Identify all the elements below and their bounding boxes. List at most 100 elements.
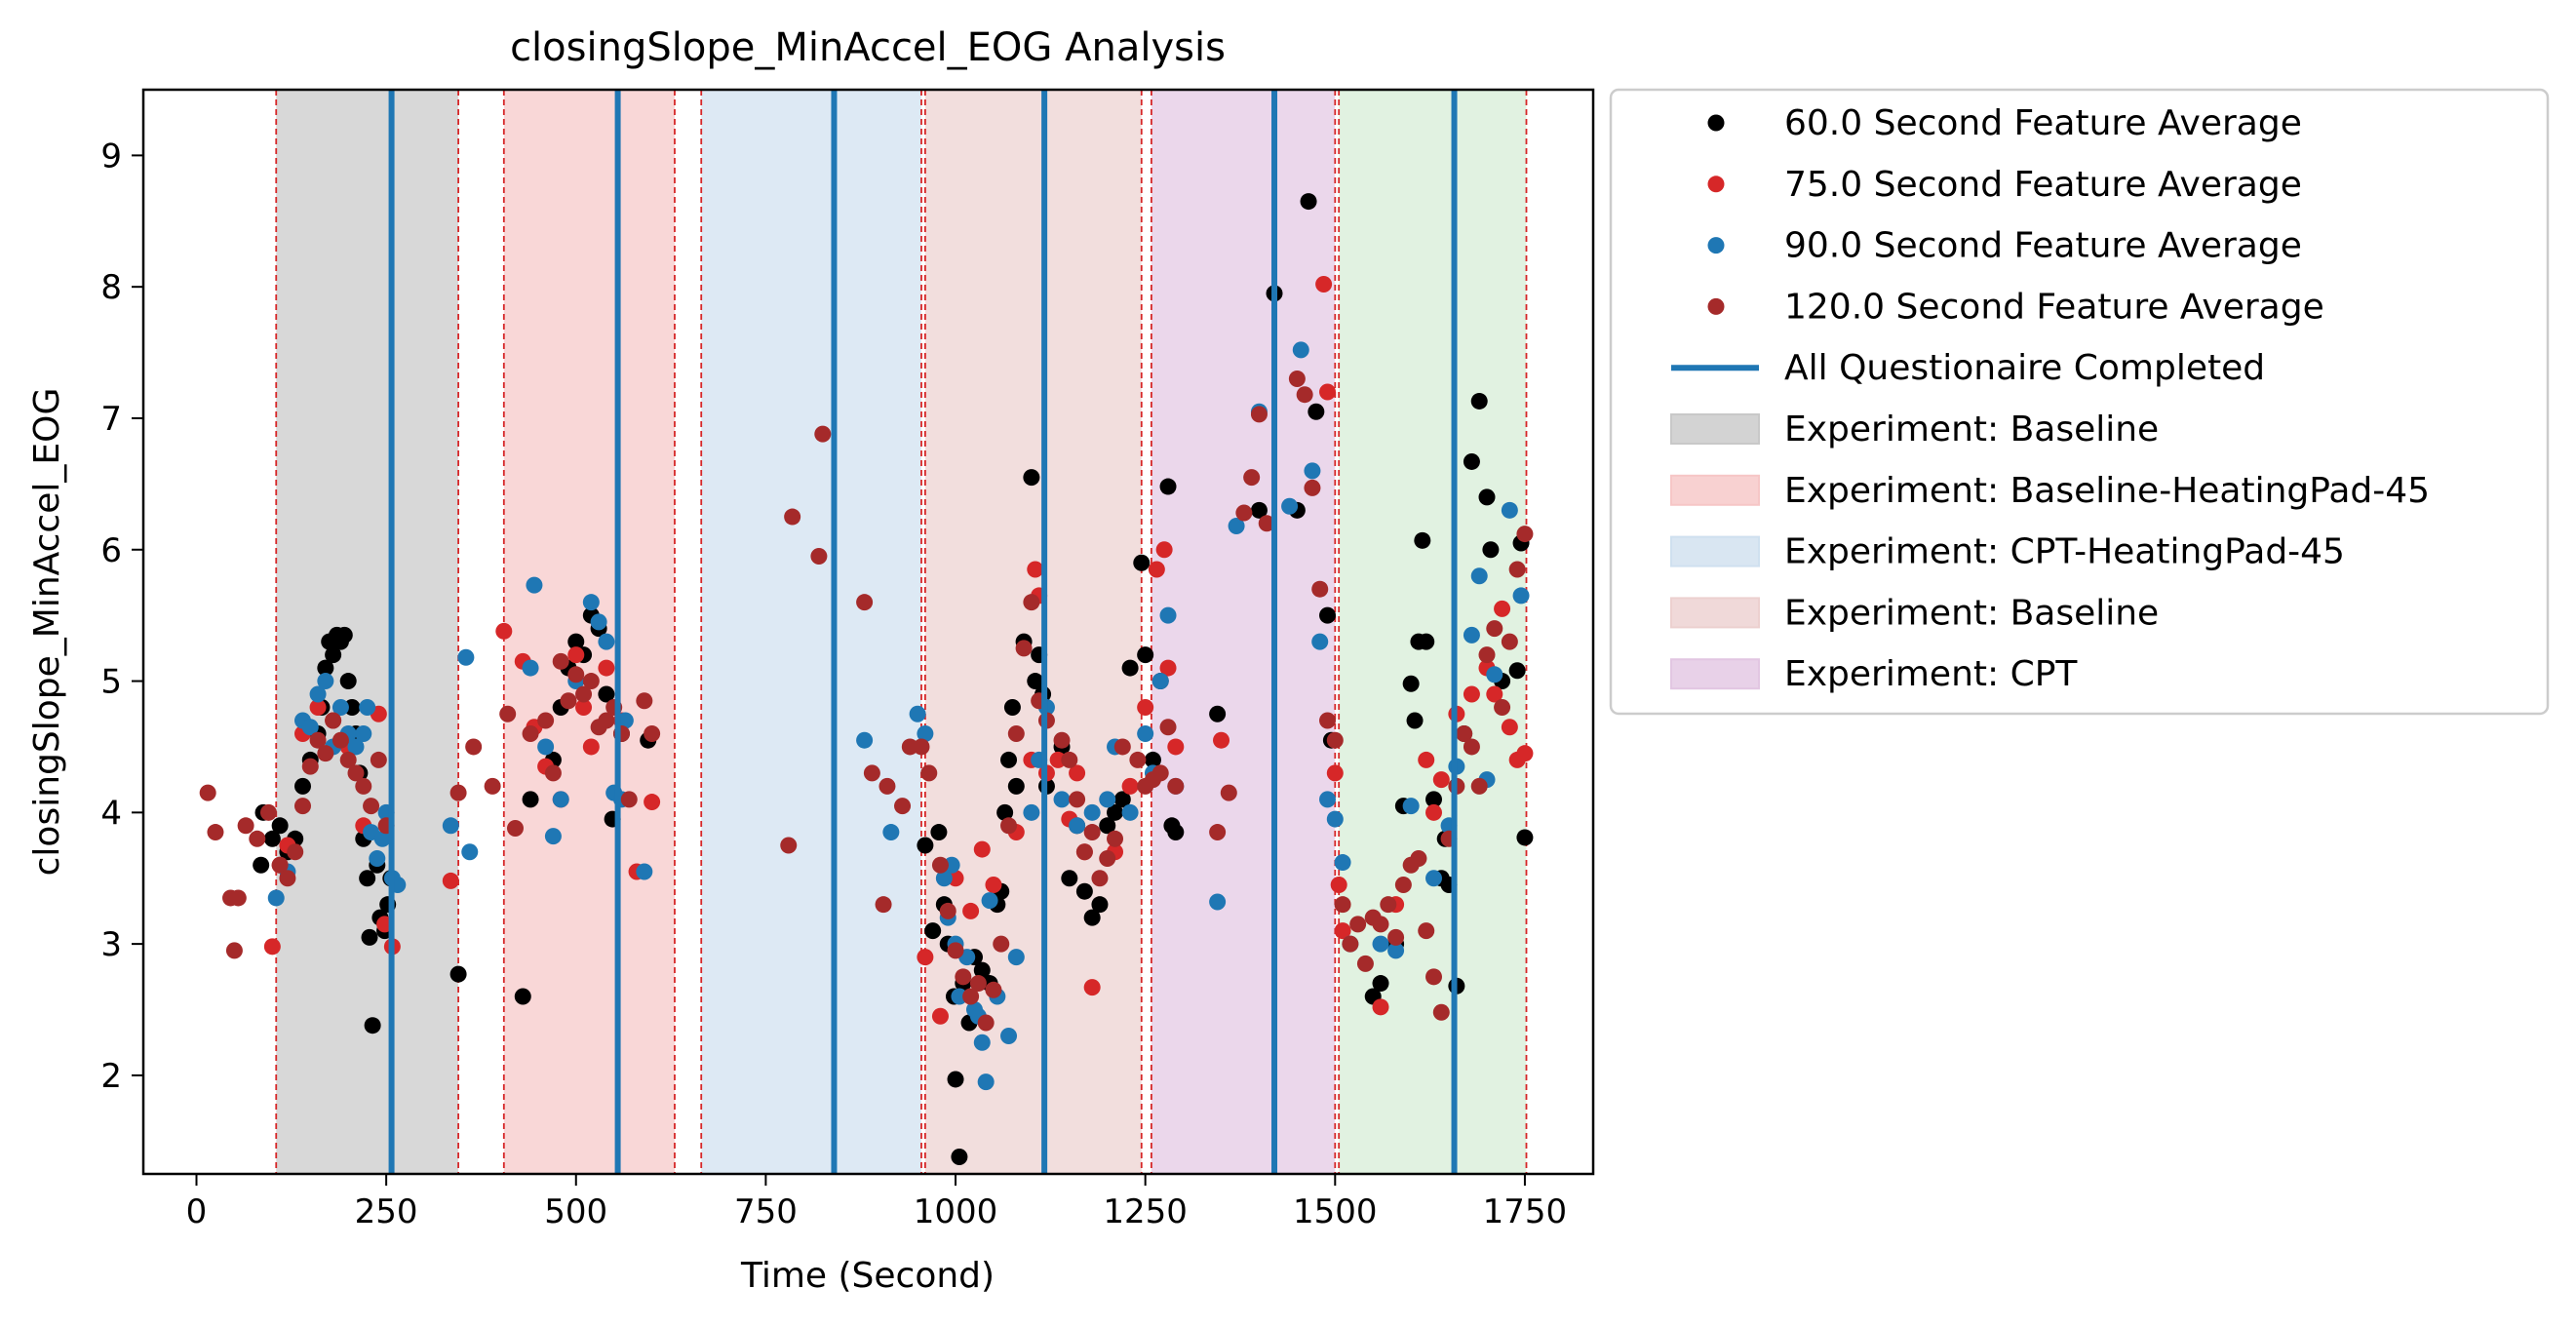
point-s0-69 [1061, 870, 1078, 887]
point-s2-5 [317, 673, 334, 690]
point-s0-12 [325, 646, 342, 664]
point-s0-94 [1372, 975, 1389, 993]
point-s0-39 [598, 685, 615, 703]
point-s3-73 [1075, 843, 1093, 861]
point-s3-95 [1319, 712, 1337, 729]
point-s2-77 [1372, 935, 1389, 953]
point-s3-14 [317, 745, 334, 762]
point-s2-40 [943, 856, 960, 874]
point-s0-85 [1209, 705, 1227, 722]
x-tick-label-4: 1000 [914, 1192, 998, 1231]
point-s3-118 [1494, 699, 1511, 717]
legend-marker-0 [1707, 114, 1725, 132]
point-s3-114 [1463, 738, 1480, 756]
point-s2-32 [616, 712, 634, 729]
point-s1-23 [644, 794, 661, 811]
point-s3-79 [1129, 751, 1147, 768]
point-s3-57 [947, 942, 964, 959]
point-s3-107 [1410, 850, 1427, 868]
experiment-boundary-lines [275, 90, 1528, 1174]
point-s2-7 [332, 699, 349, 717]
point-s0-91 [1319, 606, 1337, 624]
legend-frame [1609, 88, 2550, 716]
point-s2-73 [1319, 791, 1337, 808]
questionnaire-lines [388, 90, 1458, 1174]
point-s2-80 [1425, 870, 1443, 887]
point-s2-51 [1007, 949, 1025, 966]
legend-patch-3 [1670, 597, 1760, 629]
point-s2-19 [457, 648, 475, 666]
point-s2-64 [1159, 606, 1177, 624]
point-s2-84 [1470, 567, 1488, 585]
point-s1-35 [1049, 751, 1067, 768]
point-s0-115 [1516, 829, 1534, 846]
point-s3-45 [810, 547, 828, 565]
point-s2-25 [552, 791, 569, 808]
point-s1-26 [947, 870, 964, 887]
point-s2-74 [1326, 810, 1344, 828]
legend-patch-0 [1670, 413, 1760, 445]
point-s2-9 [347, 738, 365, 756]
point-s2-57 [1083, 803, 1101, 821]
point-s0-35 [567, 633, 585, 650]
point-s3-19 [355, 777, 372, 795]
point-s1-28 [973, 840, 991, 858]
point-s3-40 [620, 791, 638, 808]
point-s2-72 [1311, 633, 1329, 650]
point-s3-100 [1356, 955, 1374, 972]
x-tick-label-1: 250 [355, 1192, 418, 1231]
point-s2-71 [1304, 462, 1321, 480]
point-s2-34 [856, 731, 874, 749]
point-s2-55 [1053, 791, 1071, 808]
point-s0-73 [1091, 896, 1109, 914]
point-s3-55 [931, 856, 949, 874]
point-s3-52 [901, 738, 918, 756]
point-s0-109 [1470, 392, 1488, 410]
point-s3-0 [199, 784, 216, 801]
point-s0-54 [973, 961, 991, 979]
point-s3-84 [1167, 777, 1185, 795]
point-s0-30 [514, 988, 531, 1005]
point-s2-27 [582, 594, 600, 611]
point-s0-50 [951, 1148, 968, 1165]
point-s3-67 [1023, 594, 1040, 611]
point-s0-82 [1159, 478, 1177, 495]
point-s0-74 [1099, 817, 1116, 835]
point-s1-59 [1463, 685, 1480, 703]
x-tick-label-6: 1500 [1293, 1192, 1378, 1231]
point-s0-61 [1007, 777, 1025, 795]
chart-title: closingSlope_MinAccel_EOG Analysis [510, 25, 1226, 70]
point-s3-3 [225, 942, 243, 959]
point-s1-56 [1425, 803, 1443, 821]
point-s2-50 [1000, 1027, 1018, 1044]
point-s3-21 [370, 751, 387, 768]
point-s1-11 [442, 872, 459, 889]
point-s2-20 [461, 843, 479, 861]
point-s0-31 [522, 791, 539, 808]
point-s0-44 [924, 922, 942, 940]
point-s3-121 [1516, 526, 1534, 543]
legend-marker-1 [1707, 176, 1725, 193]
point-s0-108 [1463, 452, 1480, 470]
point-s0-10 [317, 659, 334, 677]
point-s3-66 [1015, 640, 1033, 657]
point-s3-27 [506, 820, 524, 838]
point-s0-89 [1300, 193, 1317, 211]
point-s2-3 [301, 719, 319, 736]
point-s2-4 [309, 685, 327, 703]
experiment-band-4 [1151, 90, 1336, 1174]
point-s2-88 [1512, 587, 1530, 605]
point-s3-86 [1220, 784, 1237, 801]
point-s3-12 [301, 758, 319, 775]
point-s1-65 [1516, 745, 1534, 762]
legend-label-0: 60.0 Second Feature Average [1784, 103, 2302, 143]
point-s3-29 [537, 712, 555, 729]
point-s2-14 [373, 830, 391, 847]
x-axis-label: Time (Second) [740, 1256, 995, 1296]
point-s3-25 [484, 777, 501, 795]
point-s3-6 [249, 830, 266, 847]
point-s1-42 [1137, 699, 1154, 717]
point-s1-44 [1155, 541, 1173, 559]
point-s0-78 [1133, 554, 1151, 571]
point-s2-35 [882, 824, 900, 841]
